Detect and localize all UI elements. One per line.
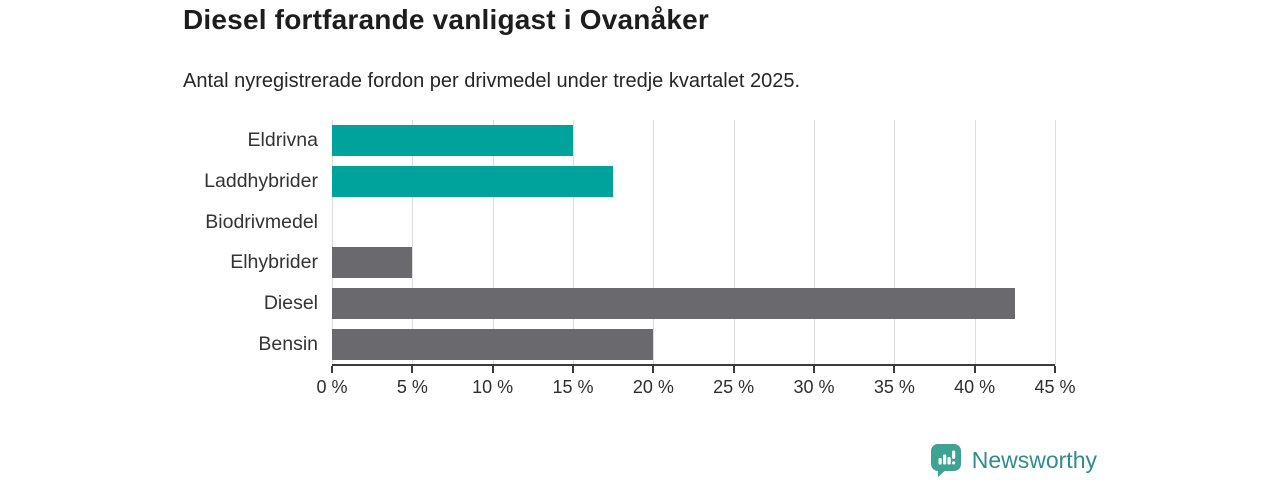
x-tick-45 [1054,366,1056,373]
x-tick-label-30: 30 % [793,377,835,397]
gridline-40 [974,120,976,365]
x-tick-label-15: 15 % [552,377,594,397]
gridline-15 [573,120,574,365]
x-tick-15 [572,366,574,373]
bar-row-diesel [332,283,1055,324]
x-axis-line [332,364,1055,366]
x-tick-label-35: 35 % [873,377,915,397]
brand-logo[interactable]: Newsworthy [929,443,1097,477]
chart-subtitle: Antal nyregistrerade fordon per drivmede… [183,70,801,92]
bar-row-eldrivna [332,120,1055,161]
category-label-laddhybrider: Laddhybrider [204,169,318,192]
bar-elhybrider [332,247,413,279]
brand-name: Newsworthy [971,446,1097,473]
x-tick-label-0: 0 % [316,377,348,397]
category-label-eldrivna: Eldrivna [247,128,318,151]
plot-area [332,120,1056,365]
bar-row-laddhybrider [332,161,1055,202]
x-tick-label-45: 45 % [1034,377,1076,397]
x-tick-25 [732,366,735,373]
gridline-30 [814,120,815,365]
x-tick-label-25: 25 % [713,377,755,397]
category-label-bensin: Bensin [258,333,318,356]
gridline-25 [733,120,735,365]
bar-row-biodrivmedel [332,202,1055,243]
gridline-45 [1055,120,1056,365]
bar-laddhybrider [332,165,614,197]
x-tick-label-10: 10 % [472,377,514,397]
chart-title: Diesel fortfarande vanligast i Ovanåker [183,4,710,35]
gridline-10 [492,120,494,365]
y-axis-labels: Eldrivna Laddhybrider Biodrivmedel Elhybrid… [118,120,318,365]
x-axis: 0 % 5 % 10 % 15 % 20 % 25 % 30 % 35 % 40 % 45 % [316,364,1076,406]
bar-eldrivna [332,124,573,156]
bar-diesel [332,288,1015,320]
bar-row-elhybrider [332,243,1055,284]
x-tick-10 [491,366,494,373]
x-tick-5 [411,366,414,373]
x-tick-30 [813,366,815,373]
category-label-biodrivmedel: Biodrivmedel [205,210,318,233]
bar-bensin [332,329,654,361]
x-tick-label-5: 5 % [396,377,428,397]
gridline-5 [412,120,414,365]
x-tick-0 [331,366,333,373]
category-label-diesel: Diesel [263,292,318,315]
x-tick-label-40: 40 % [954,377,996,397]
x-tick-40 [973,366,976,373]
newsworthy-logo-icon [930,444,961,477]
gridline-20 [653,120,655,365]
x-tick-20 [652,366,655,373]
gridline-35 [894,120,896,365]
x-tick-label-20: 20 % [632,377,674,397]
x-tick-35 [893,366,896,373]
category-label-elhybrider: Elhybrider [230,251,318,274]
bar-row-bensin [332,324,1055,365]
gridline-0 [332,120,333,365]
